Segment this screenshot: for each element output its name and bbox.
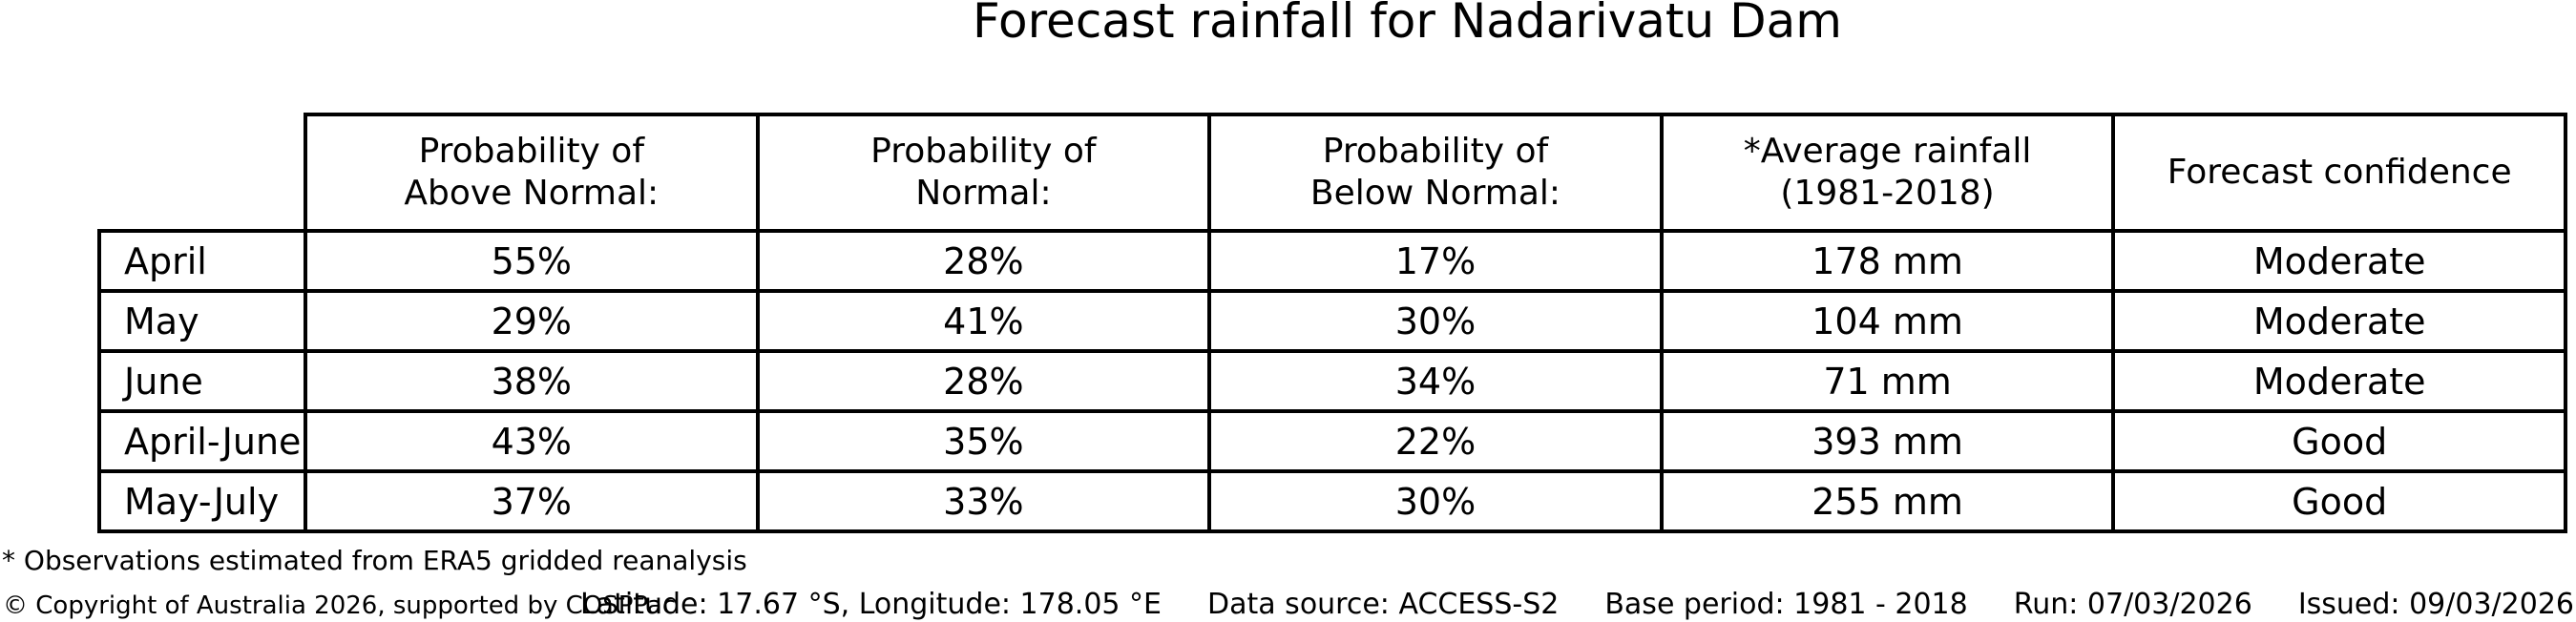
copyright-notice: © Copyright of Australia 2026, supported… [3,591,677,620]
row-label: June [97,349,307,413]
table-cell: 35% [755,409,1212,473]
table-header-row: Probability of Above Normal: Probability… [99,113,2567,233]
table-cell: 38% [304,349,760,413]
table-cell: 22% [1207,409,1664,473]
data-source: Data source: ACCESS-S2 [1207,588,1560,621]
table-cell: 30% [1207,469,1664,533]
row-label: May-July [97,469,307,533]
column-header-normal: Probability of Normal: [755,113,1212,233]
figure-title: Forecast rainfall for Nadarivatu Dam [973,0,1842,49]
table-cell: 41% [755,289,1212,353]
table-cell: Good [2111,409,2567,473]
column-header-line: (1981-2018) [1780,174,1995,213]
table-row-april: April 55% 28% 17% 178 mm Moderate [97,229,2567,293]
row-label: April [97,229,307,293]
table-cell: Good [2111,469,2567,533]
latitude-longitude: Latitude: 17.67 °S, Longitude: 178.05 °E [580,588,1162,621]
column-header-line: Probability of [1322,132,1549,171]
column-header-line: Below Normal: [1309,174,1561,213]
column-header-line: Above Normal: [404,174,660,213]
issued-date: Issued: 09/03/2026 [2297,588,2574,621]
run-date: Run: 07/03/2026 [2013,588,2252,621]
table-row-april-june: April-June 43% 35% 22% 393 mm Good [97,409,2567,473]
table-cell: 29% [304,289,760,353]
column-header-forecast-confidence: Forecast confidence [2111,113,2567,233]
column-header-average-rainfall: *Average rainfall (1981-2018) [1659,113,2116,233]
forecast-table: Probability of Above Normal: Probability… [97,113,2567,533]
table-cell: 30% [1207,289,1664,353]
table-cell: 28% [755,349,1212,413]
table-cell: 71 mm [1659,349,2116,413]
corner-cell [99,114,305,231]
table-cell: Moderate [2111,349,2567,413]
footer-info: Latitude: 17.67 °S, Longitude: 178.05 °E… [580,588,2574,621]
row-label: May [97,289,307,353]
column-header-line: Probability of [418,132,645,171]
column-header-line: *Average rainfall [1743,132,2032,171]
column-header-line: Normal: [915,174,1052,213]
row-label: April-June [97,409,307,473]
table-cell: Moderate [2111,289,2567,353]
footnote: * Observations estimated from ERA5 gridd… [2,545,747,576]
table-cell: 55% [304,229,760,293]
column-header-line: Forecast confidence [2167,153,2512,192]
table-row-may: May 29% 41% 30% 104 mm Moderate [97,289,2567,353]
table-cell: 104 mm [1659,289,2116,353]
table-cell: 43% [304,409,760,473]
table-cell: 17% [1207,229,1664,293]
column-header-below-normal: Probability of Below Normal: [1207,113,1664,233]
column-header-line: Probability of [870,132,1097,171]
table-cell: 33% [755,469,1212,533]
table-row-june: June 38% 28% 34% 71 mm Moderate [97,349,2567,413]
table-cell: 28% [755,229,1212,293]
table-cell: Moderate [2111,229,2567,293]
base-period: Base period: 1981 - 2018 [1604,588,1968,621]
table-cell: 34% [1207,349,1664,413]
table-cell: 255 mm [1659,469,2116,533]
table-row-may-july: May-July 37% 33% 30% 255 mm Good [97,469,2567,533]
column-header-above-normal: Probability of Above Normal: [304,113,760,233]
table-cell: 37% [304,469,760,533]
table-cell: 393 mm [1659,409,2116,473]
table-cell: 178 mm [1659,229,2116,293]
